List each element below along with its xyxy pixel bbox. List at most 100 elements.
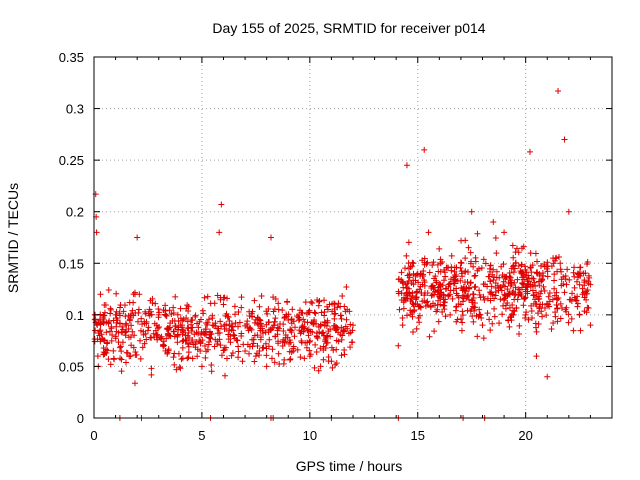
chart-title: Day 155 of 2025, SRMTID for receiver p01… xyxy=(212,20,485,36)
data-point xyxy=(583,260,590,267)
data-point xyxy=(420,268,427,275)
data-point xyxy=(347,321,354,328)
data-point xyxy=(232,311,239,318)
data-point xyxy=(218,201,225,208)
data-point xyxy=(254,343,261,350)
data-point xyxy=(242,347,249,354)
data-point xyxy=(318,330,325,337)
data-point xyxy=(533,269,540,276)
data-point xyxy=(246,308,253,315)
data-point xyxy=(206,329,213,336)
data-point xyxy=(212,336,219,343)
data-point xyxy=(257,334,264,341)
data-point xyxy=(204,293,211,300)
data-point xyxy=(533,353,540,360)
data-point xyxy=(202,354,209,361)
data-point xyxy=(499,311,506,318)
data-point xyxy=(171,333,178,340)
data-point xyxy=(519,274,526,281)
data-point xyxy=(546,289,553,296)
data-point xyxy=(321,308,328,315)
data-point xyxy=(171,350,178,357)
data-point xyxy=(555,88,562,95)
data-point xyxy=(244,341,251,348)
data-point xyxy=(513,304,520,311)
data-point xyxy=(506,290,513,297)
data-point xyxy=(268,355,275,362)
data-point xyxy=(297,354,304,361)
data-point xyxy=(195,330,202,337)
data-point xyxy=(113,308,120,315)
data-point xyxy=(139,344,146,351)
data-point xyxy=(296,327,303,334)
data-point xyxy=(576,281,583,288)
data-point xyxy=(521,263,528,270)
data-point xyxy=(204,321,211,328)
data-point xyxy=(137,337,144,344)
data-point xyxy=(103,329,110,336)
y-tick-label: 0.3 xyxy=(66,102,84,117)
data-point xyxy=(532,283,539,290)
data-point xyxy=(338,315,345,322)
data-point xyxy=(458,327,465,334)
data-point xyxy=(165,326,172,333)
data-point xyxy=(313,333,320,340)
data-point xyxy=(504,286,511,293)
data-point xyxy=(196,337,203,344)
data-point xyxy=(174,311,181,318)
data-point xyxy=(582,270,589,277)
data-point xyxy=(172,293,179,300)
data-point xyxy=(328,344,335,351)
data-point xyxy=(423,299,430,306)
data-point xyxy=(467,279,474,286)
data-point xyxy=(488,289,495,296)
data-point xyxy=(455,294,462,301)
data-point xyxy=(146,306,153,313)
data-point xyxy=(203,331,210,338)
data-point xyxy=(279,307,286,314)
data-point xyxy=(107,328,113,335)
data-point xyxy=(474,230,481,237)
data-point xyxy=(410,281,417,288)
data-point xyxy=(322,338,329,345)
data-point xyxy=(171,317,178,324)
data-point xyxy=(270,322,277,329)
data-point xyxy=(506,323,513,330)
data-point xyxy=(305,326,312,333)
data-point xyxy=(130,291,137,298)
data-point xyxy=(236,319,243,326)
data-point xyxy=(235,354,242,361)
data-point xyxy=(512,249,519,256)
data-point xyxy=(424,298,431,305)
y-tick-label: 0.05 xyxy=(59,359,84,374)
data-point xyxy=(460,283,467,290)
data-point xyxy=(153,322,160,329)
data-point xyxy=(544,273,551,280)
data-point xyxy=(412,300,419,307)
data-point xyxy=(525,316,532,323)
data-point xyxy=(418,289,425,296)
data-point xyxy=(272,333,279,340)
data-point xyxy=(304,319,311,326)
data-point xyxy=(482,260,489,267)
data-point xyxy=(92,327,99,334)
data-point xyxy=(469,313,476,320)
data-point xyxy=(553,289,560,296)
data-point xyxy=(251,332,258,339)
data-point xyxy=(484,283,491,290)
data-point xyxy=(185,349,192,356)
data-point xyxy=(400,305,407,312)
data-point xyxy=(532,250,539,257)
data-point xyxy=(116,344,123,351)
data-point xyxy=(96,332,103,339)
data-point xyxy=(466,296,473,303)
data-point xyxy=(342,308,349,315)
data-point xyxy=(464,293,471,300)
data-point xyxy=(205,316,212,323)
data-point xyxy=(555,254,562,261)
data-point xyxy=(94,322,101,329)
data-point xyxy=(436,293,443,300)
data-point xyxy=(174,332,181,339)
data-point xyxy=(192,313,199,320)
